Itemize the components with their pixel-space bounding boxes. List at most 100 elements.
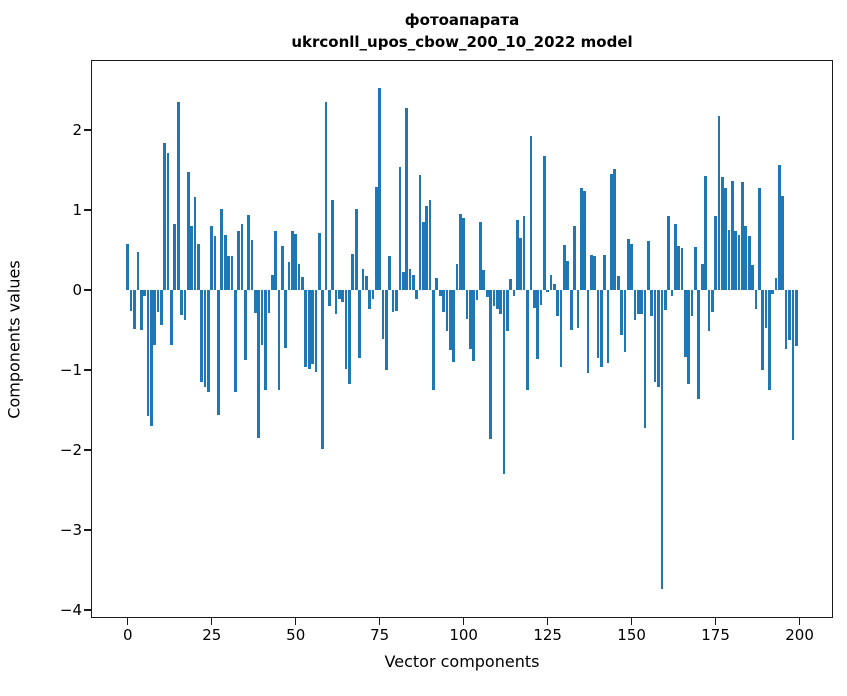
component-bar (620, 290, 623, 335)
component-bar (264, 290, 267, 390)
component-bar (284, 290, 287, 349)
component-bar (751, 265, 754, 290)
component-bar (714, 216, 717, 290)
component-bar (153, 290, 156, 346)
component-bar (734, 230, 738, 290)
component-bar (274, 230, 277, 290)
plot-area (91, 60, 833, 618)
component-bar (180, 290, 183, 315)
y-axis-label: Components values (4, 260, 24, 419)
component-bar (395, 290, 398, 311)
component-bar (415, 290, 418, 299)
component-bar (244, 290, 247, 360)
x-tick-label: 200 (785, 626, 814, 644)
component-bar (647, 241, 650, 290)
component-bar (771, 290, 775, 294)
component-bar (291, 230, 294, 290)
component-bar (354, 209, 358, 290)
component-bar (381, 290, 385, 339)
component-bar (640, 290, 644, 314)
x-tick-label: 100 (449, 626, 478, 644)
component-bar (633, 290, 637, 321)
component-bar (442, 290, 445, 312)
component-bar (479, 222, 482, 290)
component-bar (237, 230, 240, 290)
component-bar (304, 290, 308, 367)
component-bar (757, 187, 761, 290)
component-bar (170, 290, 173, 346)
component-bar (576, 290, 580, 328)
component-bar (475, 290, 479, 300)
component-bar (492, 290, 496, 306)
component-bar (563, 245, 566, 290)
component-bar (637, 290, 640, 314)
component-bar (573, 226, 576, 290)
component-bar (626, 238, 630, 290)
component-bar (324, 102, 328, 290)
component-bar (593, 256, 597, 290)
component-bar (516, 219, 519, 290)
component-bar (203, 290, 207, 387)
component-bar (233, 290, 237, 392)
component-bar (724, 187, 728, 290)
component-bar (680, 247, 684, 290)
y-tick-label: −2 (59, 441, 82, 459)
component-bar (149, 290, 153, 426)
component-bar (731, 181, 734, 290)
component-bar (193, 197, 197, 290)
component-bar (183, 290, 187, 321)
component-bar (317, 233, 321, 290)
component-bar (220, 209, 224, 290)
x-axis-tick (798, 618, 801, 625)
component-bar (788, 290, 791, 341)
component-bar (546, 290, 549, 293)
chart-title-word: фотоапарата (404, 11, 520, 29)
component-bar (485, 290, 489, 298)
component-bar (143, 290, 146, 297)
x-axis-tick (714, 618, 717, 625)
x-axis-tick (546, 618, 549, 625)
component-bar (589, 254, 593, 290)
component-bar (744, 226, 748, 290)
x-tick-label: 50 (286, 626, 306, 644)
component-bar (314, 290, 318, 372)
component-bar (539, 290, 543, 306)
x-tick-label: 125 (533, 626, 562, 644)
component-bar (418, 174, 422, 290)
component-bar (146, 290, 150, 416)
component-bar (472, 290, 476, 362)
component-bar (428, 200, 432, 290)
component-bar (684, 290, 687, 358)
y-tick-label: 0 (72, 281, 82, 299)
component-bar (509, 278, 513, 290)
component-bar (532, 290, 536, 309)
component-bar (600, 290, 603, 367)
component-bar (311, 290, 314, 364)
component-bar (761, 290, 764, 370)
component-bar (778, 165, 781, 290)
component-bar (690, 290, 694, 316)
component-bar (186, 171, 190, 290)
component-bar (667, 215, 670, 290)
x-axis-tick (379, 618, 381, 625)
component-bar (670, 290, 674, 297)
component-bar (613, 169, 617, 290)
component-bar (136, 251, 140, 290)
component-bar (247, 214, 251, 290)
component-bar (522, 215, 526, 290)
component-bar (452, 290, 455, 362)
component-bar (663, 290, 667, 310)
y-axis-tick (84, 369, 91, 371)
x-tick-label: 150 (617, 626, 646, 644)
component-bar (398, 166, 402, 290)
x-axis-tick (211, 618, 213, 625)
y-tick-label: 2 (72, 121, 82, 139)
component-bar (435, 278, 439, 290)
component-bar (630, 244, 633, 290)
y-tick-label: −4 (59, 601, 82, 619)
component-bar (794, 290, 798, 346)
x-axis-label: Vector components (384, 652, 540, 671)
component-bar (257, 290, 261, 438)
component-bar (502, 290, 506, 474)
component-bar (210, 226, 214, 290)
